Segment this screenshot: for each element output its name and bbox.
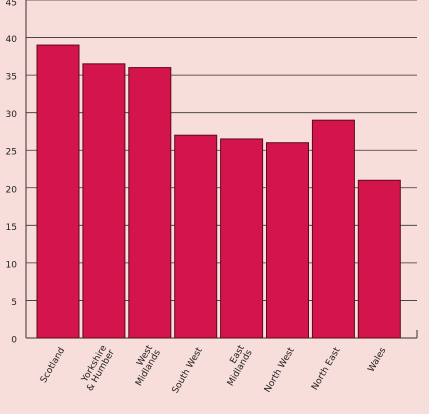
- bar: [174, 134, 218, 339]
- bar: [266, 142, 309, 339]
- y-tick-label: 0: [11, 336, 17, 346]
- x-tick-label: WestMidlands: [126, 343, 163, 388]
- y-tick-label: 15: [6, 223, 17, 233]
- y-tick-label: 10: [6, 260, 18, 270]
- y-tick-label: 20: [6, 185, 18, 195]
- bar: [128, 67, 172, 339]
- x-tick-label: South West: [170, 345, 204, 395]
- x-tick-label: Yorkshire& Humber: [77, 343, 117, 393]
- x-tick-label: Wales: [366, 345, 388, 373]
- y-tick-label: 45: [6, 0, 17, 9]
- bar: [311, 119, 355, 339]
- y-tick-label: 25: [6, 148, 17, 158]
- x-tick-label: North West: [263, 345, 297, 394]
- bar: [220, 138, 264, 339]
- x-tick-label: EastMidlands: [218, 343, 255, 388]
- y-tick-label: 40: [6, 35, 18, 45]
- bar: [82, 63, 126, 339]
- x-tick-label: Scotland: [39, 346, 67, 385]
- y-tick-label: 35: [6, 73, 17, 83]
- y-tick-label: 30: [6, 110, 18, 120]
- bar: [36, 44, 80, 339]
- x-tick-label: North East: [310, 345, 343, 392]
- y-tick-label: 5: [11, 298, 17, 308]
- bar: [357, 179, 401, 339]
